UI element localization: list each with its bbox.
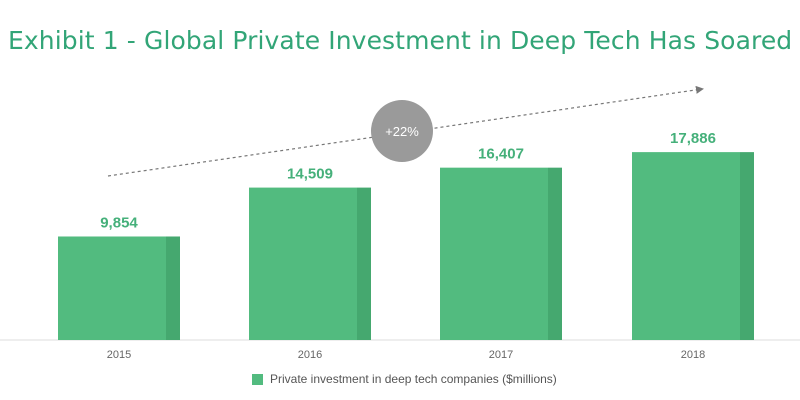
chart-title: Exhibit 1 - Global Private Investment in… — [8, 26, 793, 55]
value-label-2016: 14,509 — [287, 166, 333, 183]
legend-swatch — [252, 373, 263, 385]
tick-label-2015: 2015 — [107, 349, 131, 361]
tick-label-2017: 2017 — [489, 349, 513, 361]
bar-2015 — [58, 236, 166, 340]
value-label-2017: 16,407 — [478, 146, 524, 163]
bar-side-2018 — [740, 152, 754, 340]
legend: Private investment in deep tech companie… — [252, 372, 557, 386]
bar-2016 — [249, 187, 357, 340]
bar-2017 — [440, 167, 548, 340]
tick-label-2018: 2018 — [681, 349, 705, 361]
bar-side-2017 — [548, 167, 562, 340]
bar-side-2015 — [166, 236, 180, 340]
value-label-2018: 17,886 — [670, 130, 716, 147]
value-label-2015: 9,854 — [100, 214, 138, 231]
bar-side-2016 — [357, 187, 371, 340]
tick-label-2016: 2016 — [298, 349, 322, 361]
legend-label: Private investment in deep tech companie… — [270, 372, 557, 386]
growth-bubble — [371, 100, 433, 162]
bar-2018 — [632, 152, 740, 340]
growth-label: +22% — [385, 124, 419, 139]
